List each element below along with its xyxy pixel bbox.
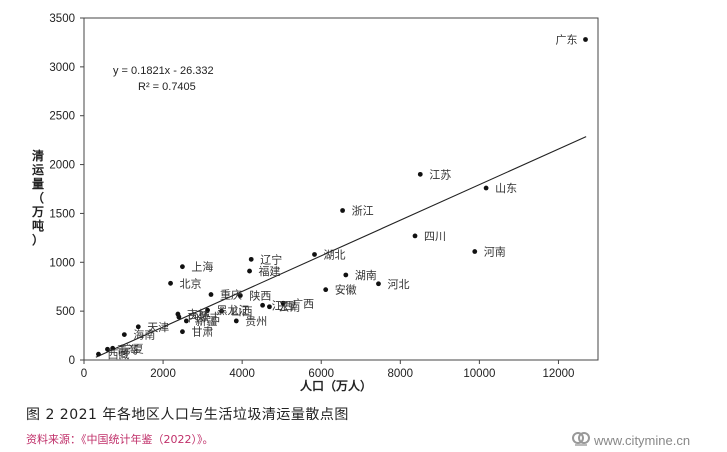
data-point — [412, 233, 418, 239]
y-tick-label: 1000 — [49, 257, 75, 269]
x-tick-label: 12000 — [542, 368, 574, 380]
point-label: 吉林 — [187, 307, 209, 321]
data-point — [96, 351, 101, 357]
data-point — [583, 37, 588, 42]
point-label: 云南 — [278, 301, 300, 314]
tick-labels: 0 2000 4000 6000 8000 10000 12000 0 500 1000 1500 2… — [49, 13, 574, 380]
point-label: 青海 — [116, 342, 138, 356]
data-point — [233, 318, 239, 324]
trendline-equation: y = 0.1821x - 26.332 — [113, 65, 214, 77]
data-point — [247, 268, 252, 274]
point-label: 湖南 — [355, 269, 377, 282]
data-point — [280, 300, 286, 306]
data-point — [183, 318, 189, 324]
y-axis-label: 清运量（万吨） — [31, 148, 44, 247]
y-tick-label: 3500 — [49, 13, 75, 25]
point-label: 浙江 — [352, 204, 374, 217]
data-point — [219, 308, 224, 314]
watermark: www.citymine.cn — [572, 432, 690, 448]
y-tick-label: 1500 — [49, 208, 75, 220]
data-point — [376, 281, 381, 287]
x-tick-label: 6000 — [308, 368, 334, 380]
point-label: 重庆 — [220, 288, 242, 302]
data-point — [343, 272, 349, 278]
data-point — [237, 293, 243, 298]
data-point — [267, 304, 272, 310]
point-label: 黑龙江 — [217, 304, 250, 317]
data-point — [180, 264, 185, 270]
point-label: 山东 — [495, 182, 517, 195]
trendline-layer — [95, 136, 587, 358]
point-label: 福建 — [259, 264, 281, 278]
axes — [80, 17, 599, 364]
data-point — [110, 345, 116, 351]
y-tick-label: 3000 — [49, 62, 75, 74]
point-label: 甘肃 — [191, 326, 213, 339]
point-label: 海南 — [133, 328, 155, 342]
point-label: 广东 — [556, 33, 578, 46]
point-label: 山西 — [231, 305, 253, 318]
data-point — [248, 256, 254, 262]
point-label: 广西 — [292, 297, 314, 310]
data-point — [176, 314, 182, 320]
data-point — [340, 208, 345, 213]
data-point — [135, 324, 141, 330]
citymine-logo-icon — [572, 432, 590, 446]
point-label: 安徽 — [335, 283, 357, 297]
y-tick-label: 0 — [69, 355, 75, 367]
x-tick-label: 4000 — [229, 368, 255, 380]
data-point — [168, 280, 173, 286]
point-label: 江西 — [272, 299, 294, 312]
trendline — [95, 136, 587, 358]
data-point — [260, 302, 265, 308]
point-label: 宁夏 — [122, 341, 144, 355]
point-label: 河南 — [484, 246, 506, 259]
plot-frame — [83, 17, 599, 361]
point-label: 北京 — [180, 276, 202, 290]
x-tick-label: 2000 — [150, 368, 176, 380]
point-label: 江苏 — [429, 168, 451, 181]
point-label: 河北 — [387, 278, 409, 291]
data-point — [121, 332, 127, 337]
data-point — [472, 249, 478, 254]
x-tick-label: 10000 — [463, 368, 495, 380]
data-point — [208, 292, 214, 297]
r-squared: R² = 0.7405 — [138, 81, 196, 93]
point-label: 贵州 — [245, 315, 267, 328]
point-label: 陕西 — [249, 289, 271, 303]
x-axis-label: 人口（万人） — [300, 378, 372, 393]
y-tick-label: 500 — [56, 306, 75, 318]
data-point — [180, 329, 185, 335]
point-label: 天津 — [147, 321, 169, 334]
x-tick-label: 8000 — [388, 368, 414, 380]
data-point — [483, 185, 489, 191]
watermark-text: www.citymine.cn — [594, 432, 691, 448]
y-tick-label: 2500 — [49, 111, 75, 123]
data-point — [105, 346, 110, 352]
scatter-chart: 0 2000 4000 6000 8000 10000 12000 0 500 1000 1500 2… — [31, 13, 599, 393]
point-label: 新疆 — [195, 314, 217, 328]
data-point — [205, 307, 210, 313]
figure-caption: 图 2 2021 年各地区人口与生活垃圾清运量散点图 — [26, 407, 349, 423]
x-tick-label: 0 — [81, 368, 87, 380]
data-point — [312, 252, 317, 257]
point-label: 辽宁 — [260, 252, 282, 266]
data-points — [96, 37, 588, 357]
source-note: 资料来源：《中国统计年鉴（2022）》。 — [26, 433, 214, 446]
point-label: 四川 — [424, 230, 446, 243]
y-tick-label: 2000 — [49, 160, 75, 172]
point-label: 内蒙古 — [188, 310, 221, 324]
point-label: 西藏 — [107, 348, 129, 361]
point-label: 上海 — [191, 260, 213, 274]
point-label: 湖北 — [324, 248, 346, 261]
data-point — [417, 171, 423, 177]
data-point — [323, 287, 329, 293]
